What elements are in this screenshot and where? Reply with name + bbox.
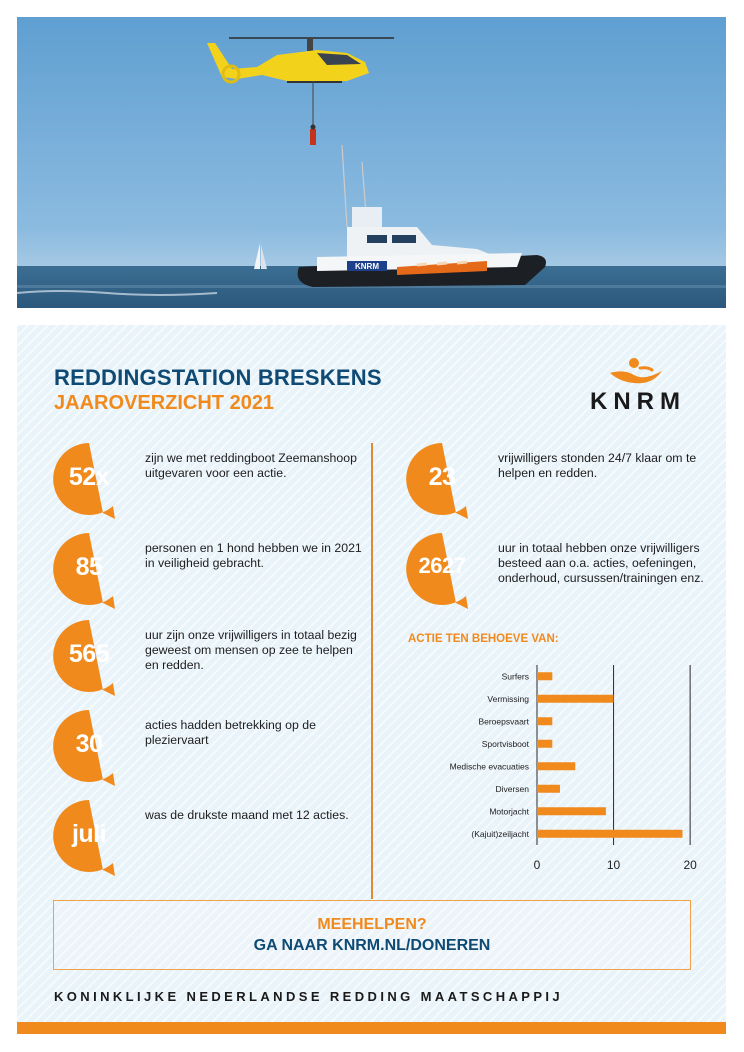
badge-shape (53, 800, 115, 876)
stat-value: 52x (68, 463, 110, 491)
category-label: Surfers (502, 671, 529, 681)
category-label: Medische evacuaties (450, 761, 529, 771)
category-label: Beroepsvaart (478, 716, 529, 726)
boat-label: KNRM (355, 262, 379, 271)
bar (537, 784, 560, 793)
stat-text: acties hadden betrekking op de plezierva… (145, 718, 316, 747)
bar (537, 762, 576, 771)
bar (537, 829, 683, 838)
category-label: Diversen (495, 784, 529, 794)
footer-organization: KONINKLIJKE NEDERLANDSE REDDING MAATSCHA… (54, 989, 564, 1004)
badge-shape (53, 620, 115, 696)
donate-callout[interactable]: MEEHELPEN? GA NAAR KNRM.NL/DONEREN (53, 900, 691, 970)
stat-text: was de drukste maand met 12 acties. (145, 808, 349, 822)
bar (537, 807, 606, 816)
stat-text: vrijwilligers stonden 24/7 klaar om te h… (498, 451, 697, 480)
category-label: Vermissing (487, 694, 529, 704)
stat-value: 2627 (418, 553, 466, 578)
x-tick-label: 0 (534, 858, 541, 872)
lifeboat: KNRM (297, 144, 546, 287)
stat-text: uur zijn onze vrijwilligers in totaal be… (145, 628, 357, 672)
page-title: REDDINGSTATION BRESKENS (54, 365, 382, 390)
badge-shape (406, 533, 468, 609)
chart-title: ACTIE TEN BEHOEVE VAN: (408, 633, 559, 645)
badge-shape (53, 710, 115, 786)
stat-value: 565 (68, 640, 110, 668)
bar (537, 694, 614, 703)
knrm-logo: KNRM (582, 355, 694, 417)
cta-heading: MEEHELPEN? (317, 916, 427, 933)
helicopter (207, 37, 394, 145)
column-divider (371, 443, 373, 899)
page-subtitle: JAAROVERZICHT 2021 (54, 392, 275, 414)
x-tick-label: 10 (607, 858, 621, 872)
stat-value: 23 (428, 463, 456, 491)
badge-shape (53, 443, 115, 519)
category-label: Motorjacht (489, 806, 529, 816)
stat-text: zijn we met reddingboot Zeemanshoop uitg… (145, 451, 357, 480)
bar (537, 672, 553, 681)
cta-link[interactable]: GA NAAR KNRM.NL/DONEREN (253, 937, 491, 954)
x-tick-label: 20 (683, 858, 697, 872)
knrm-figure-icon (610, 358, 662, 384)
footer-bar (17, 1022, 726, 1034)
info-panel: REDDINGSTATION BRESKENS JAAROVERZICHT 20… (17, 325, 726, 1025)
category-label: Sportvisboot (482, 739, 530, 749)
stat-value: juli (71, 820, 107, 848)
stat-text: personen en 1 hond hebben we in 2021 in … (145, 541, 362, 570)
logo-text: KNRM (590, 388, 686, 415)
hero-photo: KNRM (17, 17, 726, 308)
bar (537, 739, 553, 748)
bar-chart: 0 10 20 Surfers Vermissing Beroepsvaart Sportv… (450, 665, 697, 872)
stat-text: uur in totaal hebben onze vrijwilligers … (498, 541, 704, 585)
bar (537, 717, 553, 726)
stat-value: 30 (75, 730, 103, 758)
category-label: (Kajuit)zeiljacht (471, 829, 529, 839)
stat-value: 85 (75, 553, 103, 581)
badge-shape (53, 533, 115, 609)
sailboat (254, 243, 267, 269)
badge-shape (406, 443, 468, 519)
